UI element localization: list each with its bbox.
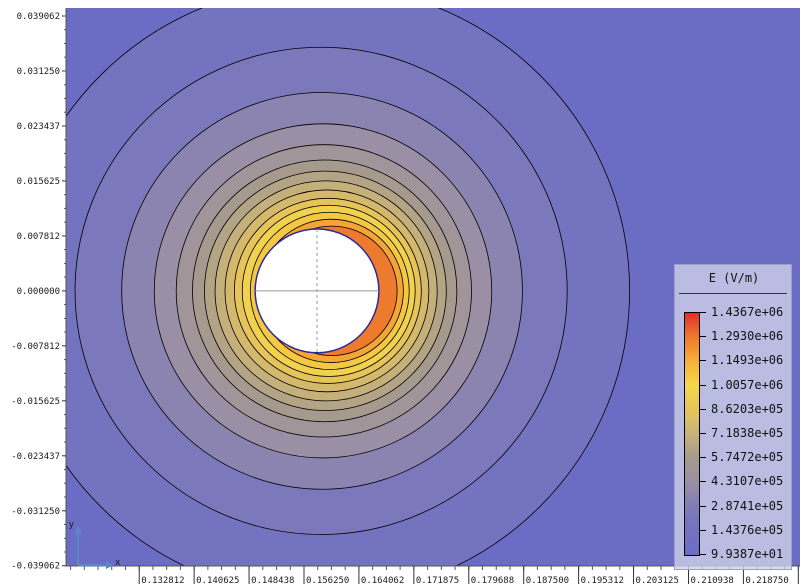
x-tick-label: 0.148438	[251, 576, 294, 586]
colorbar-title-rule	[679, 293, 787, 294]
x-tick-label: 0.203125	[636, 576, 679, 586]
x-tick-label: 0.140625	[196, 576, 239, 586]
axis-triad: y x	[69, 520, 121, 569]
x-tick-label: 0.218750	[745, 576, 788, 586]
contour-lines	[66, 8, 630, 566]
colorbar-tick	[700, 529, 706, 531]
x-axis: 0.132812 0.140625 0.148438 0.156250 0.164062…	[66, 565, 800, 586]
x-tick-label: 0.164062	[361, 576, 404, 586]
colorbar-label: 2.8741e+05	[711, 498, 784, 513]
x-tick-label: 0.195312	[581, 576, 624, 586]
contour-line	[66, 8, 630, 566]
x-tick-label: 0.132812	[141, 576, 184, 586]
y-tick-label: 0.031250	[17, 67, 60, 77]
y-tick-label: -0.007812	[11, 342, 60, 352]
x-tick-label: 0.156250	[306, 576, 349, 586]
y-tick-label: 0.000000	[17, 287, 60, 297]
colorbar-tick	[700, 360, 706, 362]
contour-line	[214, 180, 438, 402]
x-tick-label: 0.171875	[416, 576, 459, 586]
colorbar-tick	[700, 481, 706, 483]
colorbar-title: E (V/m)	[708, 271, 760, 285]
colorbar-legend: E (V/m) 1.4367e+06 1.2930e+06 1.1493e+06 1.…	[674, 264, 792, 570]
contour-line	[192, 159, 458, 423]
colorbar-label: 1.2930e+06	[711, 329, 784, 344]
colorbar-label: 5.7472e+05	[711, 450, 784, 465]
y-tick-label: 0.015625	[17, 177, 60, 187]
contour-line	[74, 46, 568, 535]
colorbar-label: 1.0057e+06	[711, 377, 784, 392]
colorbar-label: 7.1838e+05	[711, 426, 784, 440]
colorbar-gradient	[684, 312, 700, 556]
contour-line	[175, 144, 472, 438]
conductor-cross-section	[254, 228, 380, 354]
colorbar-tick	[700, 312, 706, 313]
y-tick-label: 0.007812	[17, 232, 60, 242]
contour-line	[224, 189, 430, 393]
y-tick-label: -0.023437	[11, 452, 60, 462]
colorbar-tick	[700, 457, 706, 459]
colorbar-label: 4.3107e+05	[711, 474, 784, 489]
triad-x-head	[106, 561, 114, 569]
contour-line	[241, 204, 416, 377]
colorbar-label: 9.9387e+01	[711, 547, 784, 561]
y-tick-label: 0.023437	[17, 122, 60, 132]
colorbar-tick	[700, 554, 706, 555]
colorbar-tick	[700, 408, 706, 410]
colorbar-label: 1.4376e+05	[711, 522, 784, 537]
triad-y-head	[74, 526, 82, 534]
triad-y-label: y	[69, 520, 75, 530]
contour-line	[121, 92, 523, 490]
contour-line	[204, 170, 447, 411]
y-tick-label: -0.015625	[11, 397, 60, 407]
colorbar-label: 1.4367e+06	[711, 305, 784, 319]
x-tick-label: 0.187500	[526, 576, 569, 586]
y-tick-label: -0.039062	[11, 562, 60, 572]
colorbar-tick	[700, 336, 706, 338]
contour-line	[249, 211, 410, 370]
colorbar-tick	[700, 505, 706, 507]
colorbar-tick	[700, 433, 706, 434]
y-tick-label: -0.031250	[11, 507, 60, 517]
contour-line	[233, 197, 422, 384]
contour-line	[153, 123, 493, 459]
colorbar-label: 8.6203e+05	[711, 401, 784, 416]
y-axis: 0.039062 0.031250 0.023437 0.015625 0.007812…	[11, 8, 67, 572]
x-tick-label: 0.210938	[690, 576, 733, 586]
colorbar-tick	[700, 384, 706, 386]
colorbar-label: 1.1493e+06	[711, 353, 784, 368]
triad-x-label: x	[115, 558, 121, 568]
x-tick-label: 0.179688	[471, 576, 514, 586]
y-tick-label: 0.039062	[17, 12, 60, 22]
